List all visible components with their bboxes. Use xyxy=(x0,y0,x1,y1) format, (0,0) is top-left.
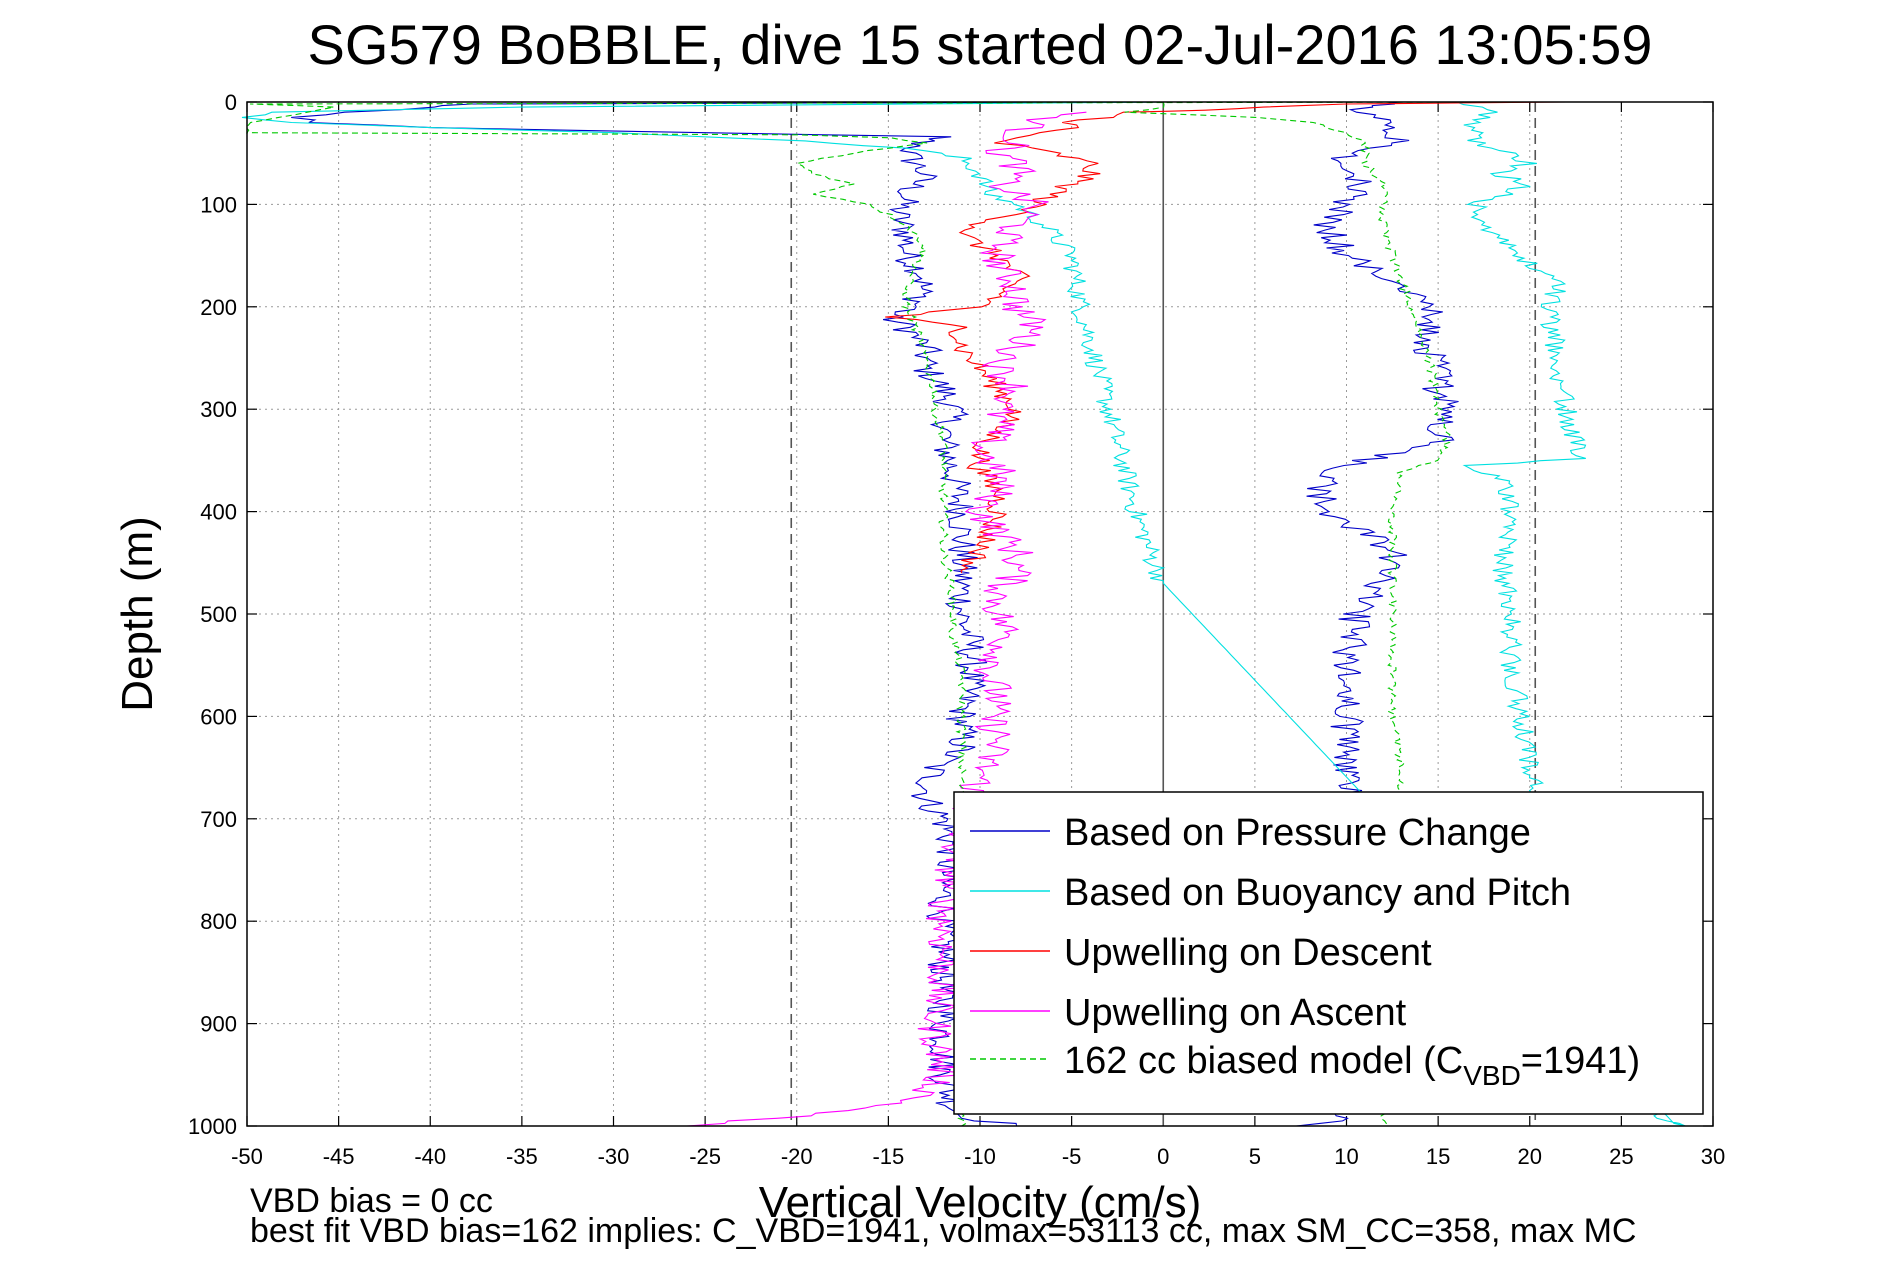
x-tick-label-10: 0 xyxy=(1157,1144,1169,1169)
y-tick-label-6: 600 xyxy=(200,704,237,729)
x-tick-label-9: -5 xyxy=(1062,1144,1082,1169)
y-tick-label-1: 100 xyxy=(200,192,237,217)
legend: Based on Pressure Change Based on Buoyan… xyxy=(953,791,1704,1115)
x-tick-label-0: -50 xyxy=(231,1144,263,1169)
y-tick-labels: 0 100 200 300 400 500 600 700 800 900 1000 xyxy=(188,90,237,1139)
chart-title: SG579 BoBBLE, dive 15 started 02-Jul-201… xyxy=(308,13,1653,76)
x-tick-label-14: 20 xyxy=(1518,1144,1542,1169)
legend-label-model-tail: =1941) xyxy=(1521,1040,1640,1082)
x-tick-label-13: 15 xyxy=(1426,1144,1450,1169)
x-tick-label-7: -15 xyxy=(872,1144,904,1169)
plot-frame xyxy=(246,101,1714,1127)
legend-label-pressure: Based on Pressure Change xyxy=(1064,812,1531,854)
legend-label-model-main: 162 cc biased model (C xyxy=(1064,1040,1463,1082)
y-tick-label-9: 900 xyxy=(200,1012,237,1037)
y-axis-label: Depth (m) xyxy=(113,516,162,712)
y-tick-label-5: 500 xyxy=(200,602,237,627)
x-tick-label-6: -20 xyxy=(781,1144,813,1169)
annotation-vbd-bias: VBD bias = 0 cc xyxy=(250,1182,493,1220)
x-tick-label-3: -35 xyxy=(506,1144,538,1169)
annotation-best-fit: best fit VBD bias=162 implies: C_VBD=194… xyxy=(250,1212,1636,1250)
x-tick-label-11: 5 xyxy=(1249,1144,1261,1169)
x-tick-label-5: -25 xyxy=(689,1144,721,1169)
x-tick-label-4: -30 xyxy=(598,1144,630,1169)
x-tick-label-2: -40 xyxy=(414,1144,446,1169)
y-tick-label-3: 300 xyxy=(200,397,237,422)
series-line-4 xyxy=(245,101,1530,1127)
series-line-3 xyxy=(686,111,1087,1127)
x-tick-labels: -50 -45 -40 -35 -30 -25 -20 -15 -10 -5 0 5 10 15 20 25 3… xyxy=(231,1144,1725,1169)
legend-label-model: 162 cc biased model (CVBD=1941) xyxy=(1064,1040,1640,1091)
legend-label-model-sub: VBD xyxy=(1463,1060,1521,1091)
x-axis-label: Vertical Velocity (cm/s) xyxy=(759,1178,1202,1227)
y-tick-label-0: 0 xyxy=(225,90,237,115)
x-tick-label-15: 25 xyxy=(1609,1144,1633,1169)
x-tick-label-1: -45 xyxy=(323,1144,355,1169)
y-tick-label-4: 400 xyxy=(200,500,237,525)
y-tick-label-8: 800 xyxy=(200,909,237,934)
legend-box xyxy=(953,791,1704,1115)
y-tick-label-10: 1000 xyxy=(188,1114,237,1139)
y-tick-label-2: 200 xyxy=(200,295,237,320)
x-tick-label-12: 10 xyxy=(1334,1144,1358,1169)
legend-label-buoyancy: Based on Buoyancy and Pitch xyxy=(1064,872,1571,914)
x-tick-label-8: -10 xyxy=(964,1144,996,1169)
legend-label-descent: Upwelling on Descent xyxy=(1064,932,1432,974)
series-line-2 xyxy=(885,101,1567,574)
x-tick-label-16: 30 xyxy=(1701,1144,1725,1169)
y-tick-label-7: 700 xyxy=(200,807,237,832)
legend-label-ascent: Upwelling on Ascent xyxy=(1064,992,1407,1034)
